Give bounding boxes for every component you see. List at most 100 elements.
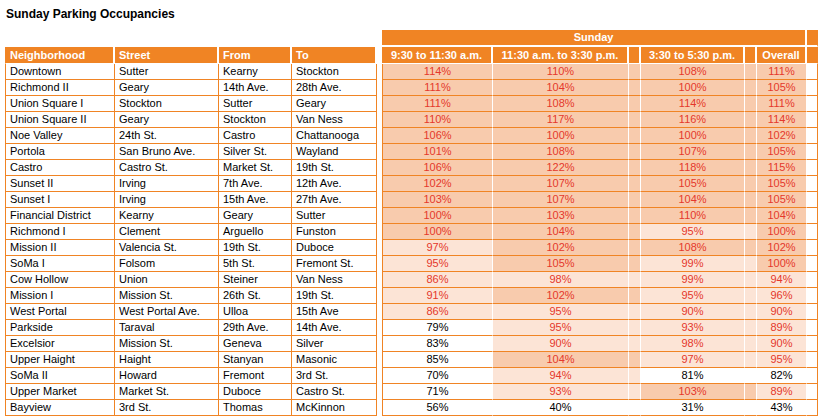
cell-1130am-to-330pm: 108% [493,96,629,112]
cell-overall: 115% [757,160,807,176]
cell-330-to-530pm: 99% [641,272,745,288]
cell-to: Van Ness [292,272,377,288]
row-sliver [745,160,757,176]
cell-neighborhood: Noe Valley [5,128,115,144]
cell-overall: 90% [757,336,807,352]
cell-from: 7th Ave. [219,176,292,192]
cell-930-to-1130am: 103% [382,192,493,208]
cell-930-to-1130am: 85% [382,352,493,368]
cell-330-to-530pm: 108% [641,64,745,80]
cell-to: Funston [292,224,377,240]
row-sliver [629,320,641,336]
cell-1130am-to-330pm: 103% [493,208,629,224]
group-header-row: Sunday [5,30,818,47]
cell-neighborhood: Union Square II [5,112,115,128]
table-row: Union Square IStocktonSutterGeary111%108… [5,96,818,112]
cell-1130am-to-330pm: 98% [493,272,629,288]
row-edge [807,144,818,160]
table-row: Upper MarketMarket St.DuboceCastro St.71… [5,384,818,400]
cell-overall: 82% [757,368,807,384]
cell-from: 26th St. [219,288,292,304]
cell-to: McKinnon [292,400,377,416]
cell-from: 14th Ave. [219,80,292,96]
cell-overall: 102% [757,128,807,144]
column-header-neighborhood: Neighborhood [5,47,115,64]
cell-neighborhood: Castro [5,160,115,176]
cell-street: Irving [115,176,219,192]
cell-street: Castro St. [115,160,219,176]
row-edge [807,160,818,176]
column-header-street: Street [115,47,219,64]
cell-930-to-1130am: 114% [382,64,493,80]
cell-1130am-to-330pm: 93% [493,384,629,400]
cell-overall: 105% [757,144,807,160]
cell-330-to-530pm: 93% [641,320,745,336]
row-sliver [745,144,757,160]
cell-overall: 100% [757,256,807,272]
row-edge [807,336,818,352]
cell-1130am-to-330pm: 108% [493,144,629,160]
column-header-330-to-530pm: 3:30 to 5:30 p.m. [641,47,745,64]
cell-to: 15th Ave [292,304,377,320]
row-sliver [745,304,757,320]
row-sliver [629,400,641,416]
table-row: Sunset IIrving15th Ave.27th Ave.103%107%… [5,192,818,208]
cell-from: Silver St. [219,144,292,160]
cell-330-to-530pm: 81% [641,368,745,384]
cell-overall: 105% [757,176,807,192]
cell-overall: 102% [757,240,807,256]
cell-to: Sutter [292,208,377,224]
row-edge [807,208,818,224]
row-sliver [629,96,641,112]
cell-1130am-to-330pm: 104% [493,352,629,368]
table-row: Union Square IIGearyStocktonVan Ness110%… [5,112,818,128]
row-sliver [745,336,757,352]
cell-street: Market St. [115,384,219,400]
cell-overall: 104% [757,208,807,224]
table-row: Bayview3rd St.ThomasMcKinnon56%40%31%43% [5,400,818,416]
cell-930-to-1130am: 56% [382,400,493,416]
cell-street: Taraval [115,320,219,336]
cell-neighborhood: Richmond I [5,224,115,240]
cell-overall: 111% [757,64,807,80]
row-sliver [629,384,641,400]
row-sliver [745,368,757,384]
row-edge [807,128,818,144]
cell-930-to-1130am: 91% [382,288,493,304]
cell-1130am-to-330pm: 104% [493,224,629,240]
cell-to: Geary [292,96,377,112]
cell-street: Howard [115,368,219,384]
cell-to: 14th Ave. [292,320,377,336]
cell-930-to-1130am: 101% [382,144,493,160]
row-sliver [629,160,641,176]
column-header-overall: Overall [757,47,807,64]
row-sliver [629,112,641,128]
cell-street: Geary [115,80,219,96]
cell-1130am-to-330pm: 90% [493,336,629,352]
cell-overall: 89% [757,320,807,336]
cell-street: Irving [115,192,219,208]
cell-330-to-530pm: 95% [641,224,745,240]
cell-330-to-530pm: 97% [641,352,745,368]
table-body: DowntownSutterKearnyStockton114%110%108%… [5,64,818,416]
row-sliver [745,192,757,208]
row-edge [807,400,818,416]
cell-street: Sutter [115,64,219,80]
cell-from: Duboce [219,384,292,400]
cell-neighborhood: Cow Hollow [5,272,115,288]
cell-1130am-to-330pm: 117% [493,112,629,128]
cell-to: Fremont St. [292,256,377,272]
cell-330-to-530pm: 100% [641,128,745,144]
cell-from: Stanyan [219,352,292,368]
cell-330-to-530pm: 108% [641,240,745,256]
cell-330-to-530pm: 31% [641,400,745,416]
cell-neighborhood: Downtown [5,64,115,80]
row-sliver [629,256,641,272]
cell-1130am-to-330pm: 95% [493,320,629,336]
table-row: SoMa IIHowardFremont3rd St.70%94%81%82% [5,368,818,384]
row-sliver [745,208,757,224]
cell-neighborhood: Upper Haight [5,352,115,368]
cell-to: Chattanooga [292,128,377,144]
cell-1130am-to-330pm: 94% [493,368,629,384]
table-row: Richmond IClementArguelloFunston100%104%… [5,224,818,240]
